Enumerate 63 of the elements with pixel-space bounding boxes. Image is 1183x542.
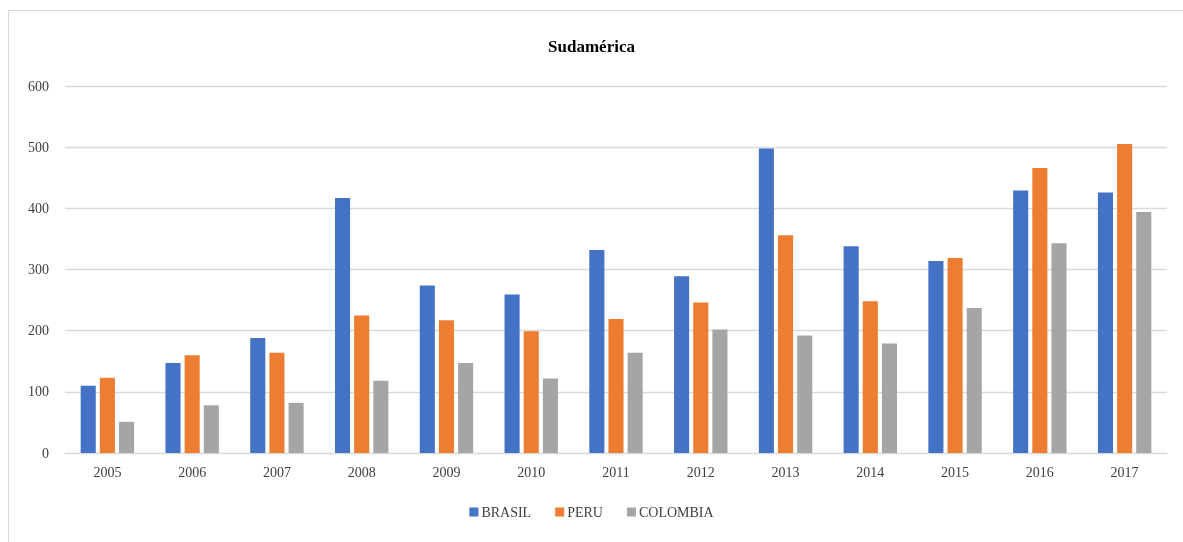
bar: [504, 294, 520, 453]
bar: [165, 363, 181, 453]
bar: [1013, 190, 1029, 453]
bar: [966, 308, 982, 453]
bar: [419, 285, 435, 453]
bar: [250, 338, 266, 453]
x-tick-label: 2008: [347, 464, 376, 480]
bar: [1117, 144, 1133, 453]
bar: [627, 352, 643, 453]
bar: [843, 246, 859, 453]
y-tick-label: 100: [28, 384, 49, 400]
x-tick-label: 2010: [517, 464, 546, 480]
bar: [80, 385, 96, 453]
bar: [99, 377, 115, 453]
bar: [712, 329, 728, 453]
bar: [862, 301, 878, 453]
bar: [928, 260, 944, 453]
y-tick-label: 200: [28, 323, 49, 339]
bar: [203, 405, 219, 453]
bar: [119, 421, 135, 453]
y-tick-label: 400: [28, 200, 49, 216]
bar: [674, 276, 690, 453]
y-tick-label: 600: [28, 78, 49, 94]
bar: [797, 335, 813, 453]
bar: [458, 363, 474, 453]
bar: [373, 380, 389, 453]
bar: [269, 352, 285, 453]
x-tick-label: 2007: [262, 464, 291, 480]
x-tick-label: 2016: [1025, 464, 1054, 480]
x-tick-label: 2012: [686, 464, 715, 480]
bar: [288, 402, 304, 453]
bar: [523, 331, 539, 453]
bar: [693, 302, 709, 453]
bar: [438, 320, 454, 453]
bar: [334, 197, 351, 453]
bar: [589, 249, 605, 453]
legend-label: COLOMBIA: [638, 504, 715, 520]
bar: [608, 319, 624, 453]
bar: [1051, 243, 1067, 453]
bar: [542, 378, 558, 453]
y-tick-label: 500: [28, 139, 49, 155]
y-tick-label: 0: [42, 445, 49, 461]
chart-title: Sudamérica: [548, 37, 636, 56]
x-tick-label: 2014: [856, 464, 885, 480]
bar: [1032, 167, 1048, 453]
bar: [1097, 192, 1113, 453]
x-tick-label: 2015: [941, 464, 970, 480]
bar: [1136, 212, 1152, 453]
legend-label: BRASIL: [481, 504, 532, 520]
x-tick-label: 2006: [178, 464, 207, 480]
bar: [184, 355, 200, 453]
legend-label: PERU: [567, 504, 603, 520]
y-tick-label: 300: [28, 262, 49, 277]
bar: [758, 148, 774, 453]
x-tick-label: 2017: [1110, 464, 1139, 480]
x-tick-label: 2009: [432, 464, 461, 480]
bar: [881, 343, 898, 453]
x-tick-label: 2005: [93, 464, 122, 480]
x-tick-label: 2013: [771, 464, 800, 480]
bar: [947, 257, 963, 453]
bar: [778, 235, 794, 453]
bar: [354, 315, 370, 453]
x-tick-label: 2011: [602, 464, 630, 480]
